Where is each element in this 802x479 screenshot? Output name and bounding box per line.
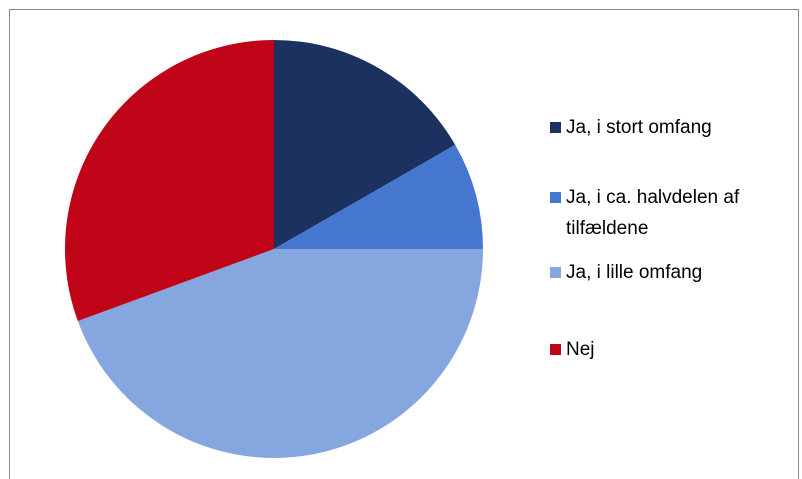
legend-label: Ja, i stort omfang [566, 117, 712, 138]
pie-slice [77, 249, 483, 458]
legend-item: Ja, i stort omfang [550, 112, 771, 143]
legend-item: Nej [550, 334, 771, 365]
pie-slice [274, 40, 456, 249]
legend-swatch [550, 267, 561, 278]
legend-item: Ja, i ca. halvdelen af tilfældene [550, 182, 771, 244]
legend-swatch [550, 192, 561, 203]
legend-label: Ja, i lille omfang [566, 262, 703, 283]
legend-label: Ja, i ca. halvdelen af tilfældene [566, 187, 740, 239]
pie-slice [64, 39, 275, 322]
legend-swatch [550, 122, 561, 133]
legend-label: Nej [566, 339, 595, 360]
legend-item: Ja, i lille omfang [550, 257, 771, 288]
legend-swatch [550, 344, 561, 355]
pie-slice [274, 144, 483, 249]
chart-frame [9, 9, 799, 479]
